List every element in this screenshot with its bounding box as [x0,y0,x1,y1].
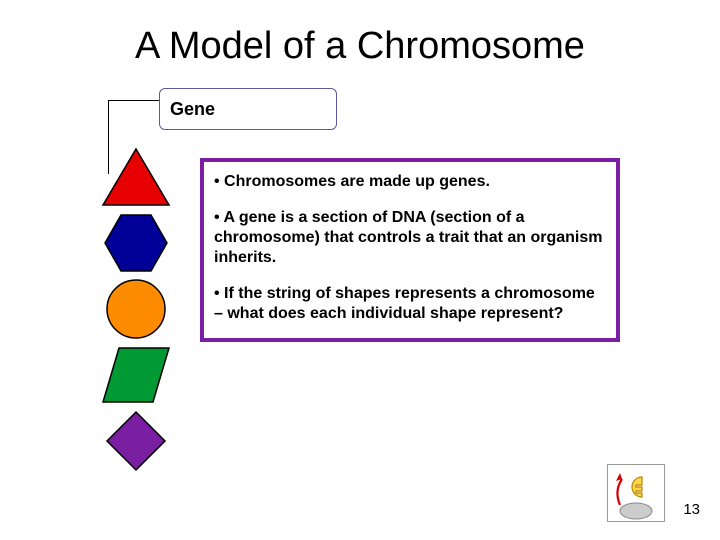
parallelogram-icon [103,348,169,402]
triangle-icon [103,149,169,205]
slide-title: A Model of a Chromosome [0,25,720,68]
shape-hexagon [96,211,176,275]
diamond-icon [107,412,165,470]
bullet-3: • If the string of shapes represents a c… [214,284,606,324]
hexagon-icon [105,215,167,271]
shape-circle [96,277,176,341]
gene-label-box: Gene [159,88,337,130]
lightbulb-icon [632,477,642,497]
shape-diamond [96,409,176,473]
gene-label-text: Gene [170,99,215,120]
shape-triangle [96,145,176,209]
info-text-box: • Chromosomes are made up genes. • A gen… [200,158,620,342]
page-number: 13 [683,501,700,518]
idea-icon [607,464,665,522]
bullet-1: • Chromosomes are made up genes. [214,172,606,192]
shape-column [96,145,186,475]
circle-icon [107,280,165,338]
shape-parallelogram [96,343,176,407]
idea-arrow-icon [617,479,622,505]
bullet-2: • A gene is a section of DNA (section of… [214,208,606,268]
brain-icon [620,503,652,519]
